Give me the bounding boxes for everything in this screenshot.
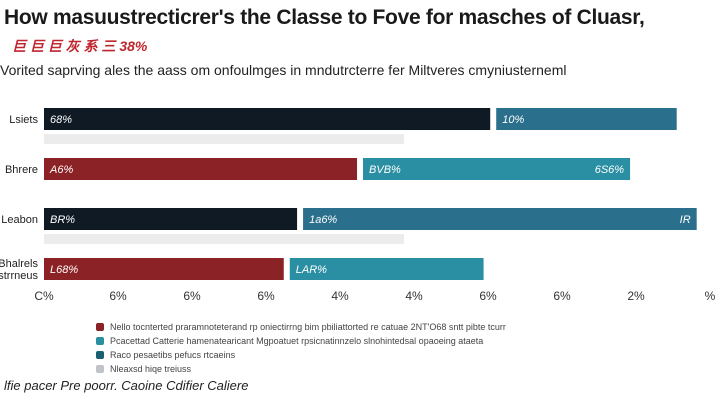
category-label: Bhrere	[5, 164, 38, 176]
x-tick-label: 2%	[627, 289, 645, 303]
bar	[44, 258, 284, 280]
bar-track	[44, 134, 404, 144]
legend-swatch	[96, 351, 104, 359]
bar-label: LAR%	[296, 264, 327, 276]
x-tick-label: 6%	[479, 289, 497, 303]
x-tick-label: 4%	[405, 289, 423, 303]
x-tick-label: 4%	[331, 289, 349, 303]
bar-label: BVB%	[369, 164, 401, 176]
legend-item: Pcacettad Catterie hamenatearicant Mgpoa…	[96, 334, 506, 348]
x-tick-label: %	[705, 289, 716, 303]
category-label: Lsiets	[9, 114, 38, 126]
bar-track	[44, 234, 404, 244]
chart-footer: lfie pacer Pre poorr. Caoine Cdifier Cal…	[4, 378, 249, 393]
bar	[44, 158, 358, 180]
bar-label: 1a6%	[309, 214, 337, 226]
bar-label: L68%	[50, 264, 78, 276]
chart-title: How masuustrecticrer's the Classe to Fov…	[4, 6, 645, 29]
category-label: strrneus	[0, 270, 38, 282]
legend-item: Raco pesaetibs pefucs rtcaeins	[96, 348, 506, 362]
bar-label: BR%	[50, 214, 75, 226]
bar	[363, 158, 631, 180]
chart-subtitle-highlight: 巨 巨 巨 灰 系 三 38%	[12, 38, 148, 54]
bar-label: 10%	[502, 114, 524, 126]
bar	[303, 208, 697, 230]
bar-label: A6%	[49, 164, 73, 176]
chart-subtitle: Vorited saprving ales the aass om onfoul…	[0, 62, 567, 78]
legend-text: Nleaxsd hiqe treiuss	[110, 364, 192, 374]
bar-end-label: 6S6%	[595, 164, 625, 176]
category-label: Bhalrels	[0, 258, 38, 270]
legend: Nello tocnterted praramnoteterand rp oni…	[96, 320, 506, 376]
bar	[44, 208, 298, 230]
x-tick-label: 6%	[183, 289, 201, 303]
category-label: Leabon	[1, 214, 38, 226]
bar-label: 68%	[50, 114, 72, 126]
legend-text: Raco pesaetibs pefucs rtcaeins	[110, 350, 236, 360]
legend-text: Pcacettad Catterie hamenatearicant Mgpoa…	[110, 336, 484, 346]
x-tick-label: 6%	[109, 289, 127, 303]
legend-item: Nello tocnterted praramnoteterand rp oni…	[96, 320, 506, 334]
bar	[44, 108, 491, 130]
x-tick-label: C%	[34, 289, 54, 303]
legend-swatch	[96, 337, 104, 345]
bar	[289, 258, 484, 280]
x-tick-label: 6%	[553, 289, 571, 303]
x-tick-label: 6%	[257, 289, 275, 303]
legend-swatch	[96, 323, 104, 331]
legend-text: Nello tocnterted praramnoteterand rp oni…	[110, 322, 506, 332]
bar	[496, 108, 677, 130]
legend-swatch	[96, 365, 104, 373]
legend-item: Nleaxsd hiqe treiuss	[96, 362, 506, 376]
bar-end-label: IR	[680, 214, 691, 226]
